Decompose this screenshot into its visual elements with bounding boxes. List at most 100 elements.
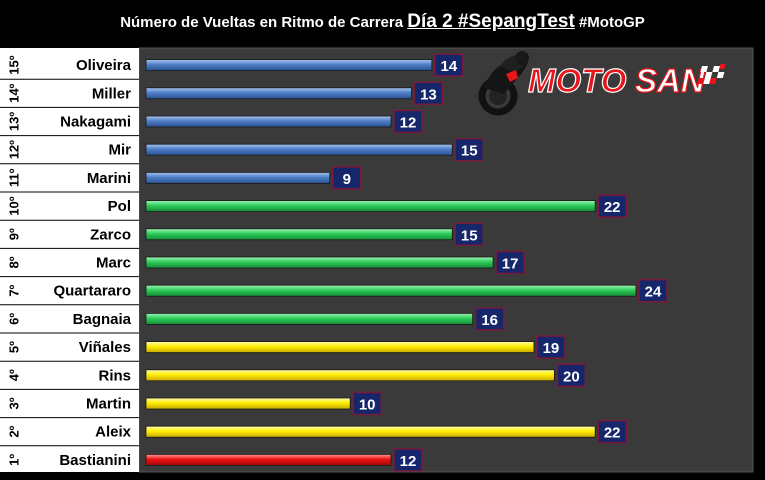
position-label: 13º: [6, 112, 21, 131]
value-label: 22: [604, 425, 621, 442]
value-label: 20: [563, 368, 580, 385]
value-label: 15: [461, 227, 478, 244]
position-label: 1º: [6, 454, 21, 466]
value-label: 12: [400, 115, 417, 132]
value-label-box: [495, 250, 525, 275]
rider-name: Pol: [108, 198, 131, 215]
rider-name: Aleix: [95, 424, 132, 441]
title-part-2: Día 2 #SepangTest: [407, 11, 575, 32]
bar-row: 8º Marc 17: [0, 250, 525, 278]
title-part-3: #MotoGP: [578, 14, 645, 31]
bar-row: 9º Zarco 15: [0, 222, 484, 249]
value-label-box: [352, 391, 382, 416]
bar-row: 7º Quartararo 24: [0, 278, 668, 306]
value-label-box: [454, 137, 484, 162]
bar-row: 10º Pol 22: [0, 194, 627, 221]
rider-name: Martin: [86, 396, 131, 413]
value-label: 17: [502, 256, 519, 273]
rider-name: Bastianini: [59, 452, 131, 469]
bar: [145, 256, 494, 269]
value-label: 24: [645, 284, 662, 301]
rider-name: Mir: [109, 142, 132, 159]
position-label: 3º: [6, 397, 21, 409]
position-label: 12º: [6, 140, 21, 159]
position-label: 14º: [6, 83, 21, 102]
position-label: 15º: [6, 55, 21, 74]
bar: [145, 397, 351, 410]
label-column: [0, 48, 139, 472]
position-label: 2º: [6, 425, 21, 437]
value-label-box: [332, 166, 362, 190]
bar: [145, 341, 535, 354]
position-label: 7º: [6, 284, 21, 296]
bar: [145, 115, 392, 128]
rider-name: Zarco: [90, 226, 131, 243]
bar: [145, 143, 453, 156]
rider-name: Viñales: [79, 339, 131, 356]
position-label: 5º: [6, 341, 21, 353]
value-label-box: [454, 222, 484, 247]
bar: [145, 284, 637, 297]
checkered-flag-icon: [697, 64, 726, 84]
bar: [145, 87, 412, 100]
value-label: 13: [420, 86, 437, 103]
bar-row: 14º Miller 13: [0, 81, 444, 108]
bar-row: 2º Aleix 22: [0, 419, 627, 447]
value-label: 10: [359, 397, 376, 414]
bar: [145, 369, 555, 382]
bar-row: 3º Martin 10: [0, 391, 382, 419]
bar-row: 1º Bastianini 12: [0, 448, 423, 475]
position-label: 9º: [6, 228, 21, 240]
rider-name: Nakagami: [60, 114, 131, 131]
rider-name: Miller: [92, 85, 131, 102]
bar: [145, 228, 453, 241]
value-label-box: [556, 363, 587, 388]
position-label: 8º: [6, 256, 21, 268]
chart-title: Número de Vueltas en Ritmo de Carrera Dí…: [0, 0, 765, 48]
value-label: 14: [440, 58, 457, 75]
value-label-box: [597, 419, 627, 444]
bar-row: 11º Marini 9: [0, 166, 362, 193]
bar-row: 6º Bagnaia 16: [0, 307, 505, 334]
rider-name: Marini: [87, 170, 131, 187]
title-part-1: Número de Vueltas en Ritmo de Carrera: [120, 14, 404, 31]
bar-row: 12º Mir 15: [0, 137, 484, 165]
value-label: 12: [400, 453, 417, 470]
rider-name: Marc: [96, 255, 131, 272]
value-label: 16: [481, 312, 498, 329]
position-label: 10º: [6, 196, 21, 215]
logo-text-san: SAN: [635, 62, 706, 99]
bar: [145, 453, 392, 466]
value-label: 22: [604, 199, 621, 216]
rider-name: Oliveira: [76, 57, 132, 74]
value-label: 15: [461, 143, 478, 160]
motosan-logo: MOTO SAN: [478, 51, 726, 116]
bar: [145, 59, 433, 71]
value-label: 19: [543, 340, 560, 357]
value-label-box: [536, 335, 566, 359]
bar-row: 13º Nakagami 12: [0, 109, 423, 137]
bar-row: 15º Oliveira 14: [0, 53, 464, 80]
value-label-box: [597, 194, 627, 218]
value-label-box: [474, 307, 505, 331]
rider-name: Quartararo: [53, 283, 131, 300]
position-label: 11º: [6, 168, 21, 187]
value-label-box: [638, 278, 668, 303]
value-label-box: [393, 448, 423, 472]
rider-name: Bagnaia: [73, 311, 132, 328]
position-label: 6º: [6, 313, 21, 325]
value-label-box: [413, 81, 444, 106]
logo-text-moto: MOTO: [528, 62, 627, 99]
bar-row: 4º Rins 20: [0, 363, 587, 390]
value-label-box: [434, 53, 464, 77]
value-label-box: [393, 109, 423, 134]
rider-name: Rins: [98, 367, 131, 384]
bar: [145, 425, 596, 438]
bar: [145, 200, 596, 213]
motorcycle-rider-icon: [478, 51, 529, 116]
position-label: 4º: [6, 369, 21, 381]
bar: [145, 171, 331, 184]
bar: [145, 312, 474, 325]
value-label: 9: [343, 171, 351, 188]
